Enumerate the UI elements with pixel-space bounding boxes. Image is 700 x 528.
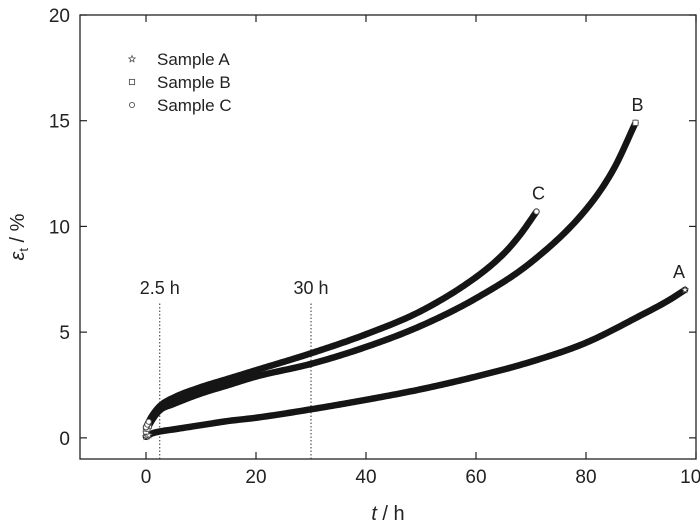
curve-end-label: C bbox=[532, 184, 545, 204]
x-tick-label: 100 bbox=[680, 467, 700, 488]
x-tick-label: 40 bbox=[355, 467, 376, 488]
legend-marker bbox=[128, 78, 136, 86]
legend-item-sample-b: Sample B bbox=[128, 73, 231, 92]
y-tick-label: 5 bbox=[59, 323, 70, 344]
data-point bbox=[145, 418, 152, 425]
legend-marker bbox=[127, 54, 137, 63]
legend-item-sample-a: Sample A bbox=[127, 50, 230, 69]
series-layer: A B C bbox=[141, 95, 690, 441]
series-line bbox=[142, 208, 540, 431]
legend: Sample A Sample B Sample C bbox=[127, 50, 232, 115]
reference-line-label: 30 h bbox=[293, 278, 328, 298]
series-line bbox=[142, 119, 639, 435]
legend-label: Sample C bbox=[157, 96, 232, 115]
data-point-end bbox=[680, 285, 690, 294]
reference-line-label: 2.5 h bbox=[140, 278, 180, 298]
axes: 0 20 40 60 80 100 0 5 10 15 20 bbox=[49, 6, 700, 488]
y-tick-label: 20 bbox=[49, 6, 70, 27]
legend-label: Sample A bbox=[157, 50, 230, 69]
x-tick-label: 80 bbox=[575, 467, 596, 488]
series-sample-a: A bbox=[141, 262, 690, 441]
curve-end-label: A bbox=[673, 262, 685, 282]
data-point-end bbox=[632, 119, 639, 126]
series-sample-c: C bbox=[142, 184, 545, 431]
x-axis-title: t / h bbox=[371, 503, 404, 525]
x-tick-label: 60 bbox=[465, 467, 486, 488]
series-line bbox=[142, 286, 689, 441]
y-axis-title: εt / % bbox=[7, 213, 31, 260]
curve-end-label: B bbox=[631, 95, 643, 115]
legend-item-sample-c: Sample C bbox=[128, 96, 232, 115]
x-tick-label: 20 bbox=[245, 467, 266, 488]
y-tick-label: 15 bbox=[49, 112, 70, 133]
y-tick-label: 10 bbox=[49, 217, 70, 238]
plot-frame bbox=[79, 14, 697, 460]
y-tick-label: 0 bbox=[59, 429, 70, 450]
x-tick-label: 0 bbox=[141, 467, 152, 488]
legend-marker bbox=[128, 101, 136, 109]
data-point-end bbox=[533, 208, 540, 215]
reference-lines: 2.5 h 30 h bbox=[140, 278, 329, 459]
legend-label: Sample B bbox=[157, 73, 231, 92]
